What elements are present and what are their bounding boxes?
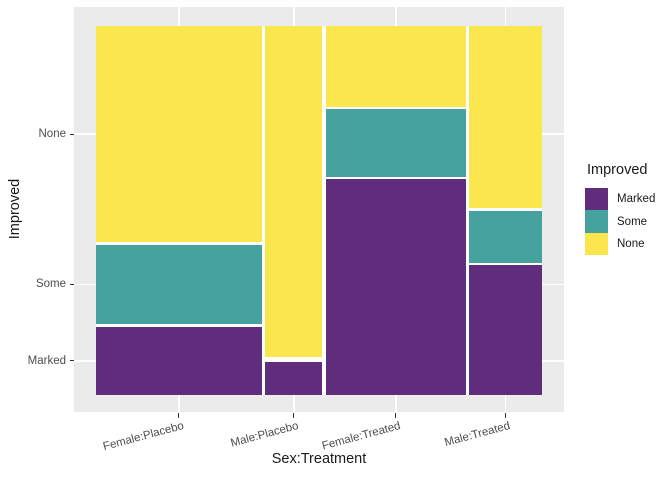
legend-key-none: None	[585, 232, 655, 256]
legend-label-some: Some	[617, 215, 648, 228]
segment-female-placebo-none	[96, 26, 262, 243]
x-tick-0	[178, 413, 180, 418]
legend-swatch-marked	[585, 188, 608, 211]
y-tick-label-none: None	[38, 128, 67, 141]
y-tick-2	[69, 360, 74, 362]
legend-key-some: Some	[585, 210, 655, 233]
segment-female-treated-none	[325, 26, 466, 107]
legend-title: Improved	[587, 162, 648, 178]
y-axis-title: Improved	[7, 178, 23, 240]
mosaic-column-male-placebo	[265, 26, 323, 395]
bars-area	[96, 26, 542, 395]
plot-panel	[74, 7, 564, 412]
x-tick-3	[505, 413, 507, 418]
segment-male-placebo-marked	[265, 361, 323, 395]
x-tick-label-male-placebo: Male:Placebo	[229, 420, 301, 450]
x-axis-title: Sex:Treatment	[271, 451, 367, 467]
legend: Improved Marked Some None	[585, 162, 656, 256]
segment-male-treated-none	[469, 26, 542, 208]
x-tick-1	[293, 413, 295, 418]
legend-key-marked: Marked	[585, 188, 656, 211]
x-tick-label-female-placebo: Female:Placebo	[101, 420, 186, 454]
x-tick-label-female-treated: Female:Treated	[320, 420, 403, 453]
segment-female-placebo-marked	[96, 326, 262, 395]
segment-female-placebo-some	[96, 244, 262, 325]
legend-swatch-some	[585, 210, 608, 233]
y-tick-label-marked: Marked	[27, 354, 66, 367]
legend-label-marked: Marked	[617, 193, 656, 206]
mosaic-column-female-placebo	[96, 26, 262, 395]
legend-swatch-none	[585, 232, 608, 256]
segment-female-treated-marked	[325, 179, 466, 395]
y-tick-1	[69, 283, 74, 285]
legend-label-none: None	[617, 237, 645, 250]
y-tick-0	[69, 133, 74, 135]
y-tick-label-some: Some	[35, 278, 66, 291]
segment-male-treated-marked	[469, 265, 542, 395]
segment-male-placebo-none	[265, 26, 323, 357]
x-tick-label-male-treated: Male:Treated	[443, 420, 512, 450]
segment-female-treated-some	[325, 109, 466, 177]
x-tick-2	[395, 413, 397, 418]
legend-keys: Marked Some None	[585, 188, 656, 256]
mosaic-column-male-treated	[469, 26, 542, 395]
segment-male-treated-some	[469, 210, 542, 263]
mosaic-column-female-treated	[325, 26, 466, 395]
